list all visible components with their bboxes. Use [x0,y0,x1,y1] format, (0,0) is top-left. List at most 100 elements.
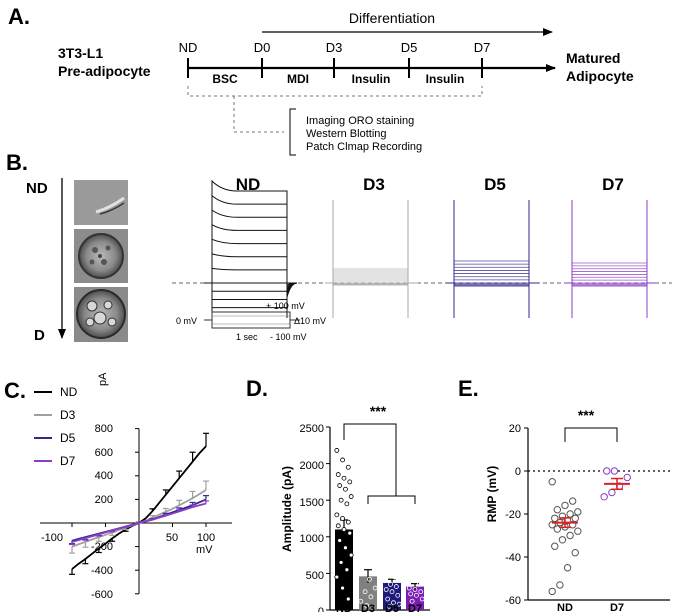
cell-line: 3T3-L1 [58,45,103,61]
current-trace [204,282,297,292]
amp-y-ticks: 2500 2000 1500 1000 500 0 [300,423,324,612]
iv-y-tick: 200 [95,494,113,506]
iv-x-tick: 100 [197,532,215,544]
phase-bsc: BSC [212,72,238,86]
amp-data-point [334,448,340,453]
amp-data-point [335,472,341,477]
phase-insulin-2: Insulin [426,72,465,86]
amp-x-tick: D3 [361,603,375,612]
rmp-y-tick: -20 [505,509,521,521]
protocol-duration: 1 sec [236,332,258,342]
amp-data-point [365,556,371,562]
iv-y-tick: 800 [95,423,113,435]
micrograph-d7 [74,287,128,342]
protocol-top: + 100 mV [266,301,305,311]
amp-data-point [361,571,367,576]
iv-y-unit: pA [97,372,109,386]
legend-label-d5: D5 [60,431,76,445]
end-stage-line1: Matured [566,50,620,66]
current-trace [446,260,539,284]
rmp-data-point [551,542,559,550]
amp-data-point [383,587,389,592]
amp-data-point [343,545,348,551]
axis-bottom-label: D [34,327,45,344]
rmp-data-point [548,587,556,596]
amp-data-point [344,501,350,507]
amp-data-point [338,560,344,565]
assay-bracket [187,86,483,97]
iv-y-tick: 400 [95,470,113,482]
timepoint-d0: D0 [254,40,271,55]
trace-title-d5: D5 [484,175,506,194]
amp-data-point [348,552,354,558]
phase-mdi: MDI [287,72,309,86]
amp-data-point [358,598,364,604]
current-trace [564,268,657,284]
rmp-y-tick: 0 [515,466,521,478]
current-traces [204,179,657,318]
rmp-data-point [561,501,569,510]
assay-connector [233,96,284,133]
timepoint-d7: D7 [474,40,491,55]
rmp-significance: *** [578,407,595,423]
amp-data-point [409,565,415,570]
amp-x-tick: D7 [408,603,422,612]
iv-y-ticks: 800 600 400 200 -200 -400 -600 [91,423,113,601]
rmp-data-point [600,493,608,501]
cell-stage: Pre-adipocyte [58,63,151,79]
iv-y-tick: -600 [91,589,113,601]
current-trace [204,209,298,294]
amp-data-point [406,585,412,591]
current-trace [564,274,657,284]
legend-label-d7: D7 [60,454,76,468]
iv-plot [40,428,232,595]
amp-data-point [372,585,378,591]
amp-data-point [386,571,392,576]
micrograph-nd [74,180,128,225]
current-trace [325,276,418,284]
rmp-data-point [556,581,564,589]
iv-legend: ND D3 D5 D7 [34,385,78,468]
amp-data-point [395,592,401,598]
amp-data-point [389,589,395,595]
rmp-data-point [553,506,562,514]
rmp-data-point [623,473,631,482]
assay-item: Imaging ORO staining [306,115,414,127]
micrograph-d3 [74,229,128,283]
amp-data-point [335,523,341,529]
trace-title-d7: D7 [602,175,624,194]
rmp-data-point [553,525,562,533]
assay-item: Western Blotting [306,128,387,140]
amp-y-tick: 2500 [300,423,324,435]
rmp-y-tick: 20 [509,423,521,435]
rmp-data-point [551,514,559,522]
iv-x-unit: mV [196,544,213,556]
amp-data-point [408,591,414,597]
amp-data-point [345,464,351,470]
current-trace [564,262,657,284]
panel-b: B. ND D ND D3 D5 D7 [6,150,672,344]
panel-a-label: A. [8,4,30,29]
amp-data-point [419,596,425,602]
amp-data-point [364,603,369,609]
amp-data-point [385,534,391,540]
panel-c: C. ND D3 D5 D7 pA mV 800 600 400 200 -20… [4,372,232,601]
current-trace [204,238,298,291]
panel-b-label: B. [6,150,28,175]
amp-data-point [345,596,351,602]
amp-data-point [396,563,402,569]
panel-e-label: E. [458,376,479,401]
panel-c-label: C. [4,378,26,403]
amp-data-point [409,598,415,604]
trace-title-d3: D3 [363,175,385,194]
amp-data-point [386,603,392,609]
rmp-data-point [571,549,579,557]
amp-data-point [334,512,340,518]
amp-y-tick: 1000 [300,533,324,545]
amp-data-point [405,574,411,580]
assay-brace [289,108,296,156]
amp-bar-d3 [359,576,377,610]
amp-data-point [334,574,340,580]
amp-significance: *** [370,403,387,419]
